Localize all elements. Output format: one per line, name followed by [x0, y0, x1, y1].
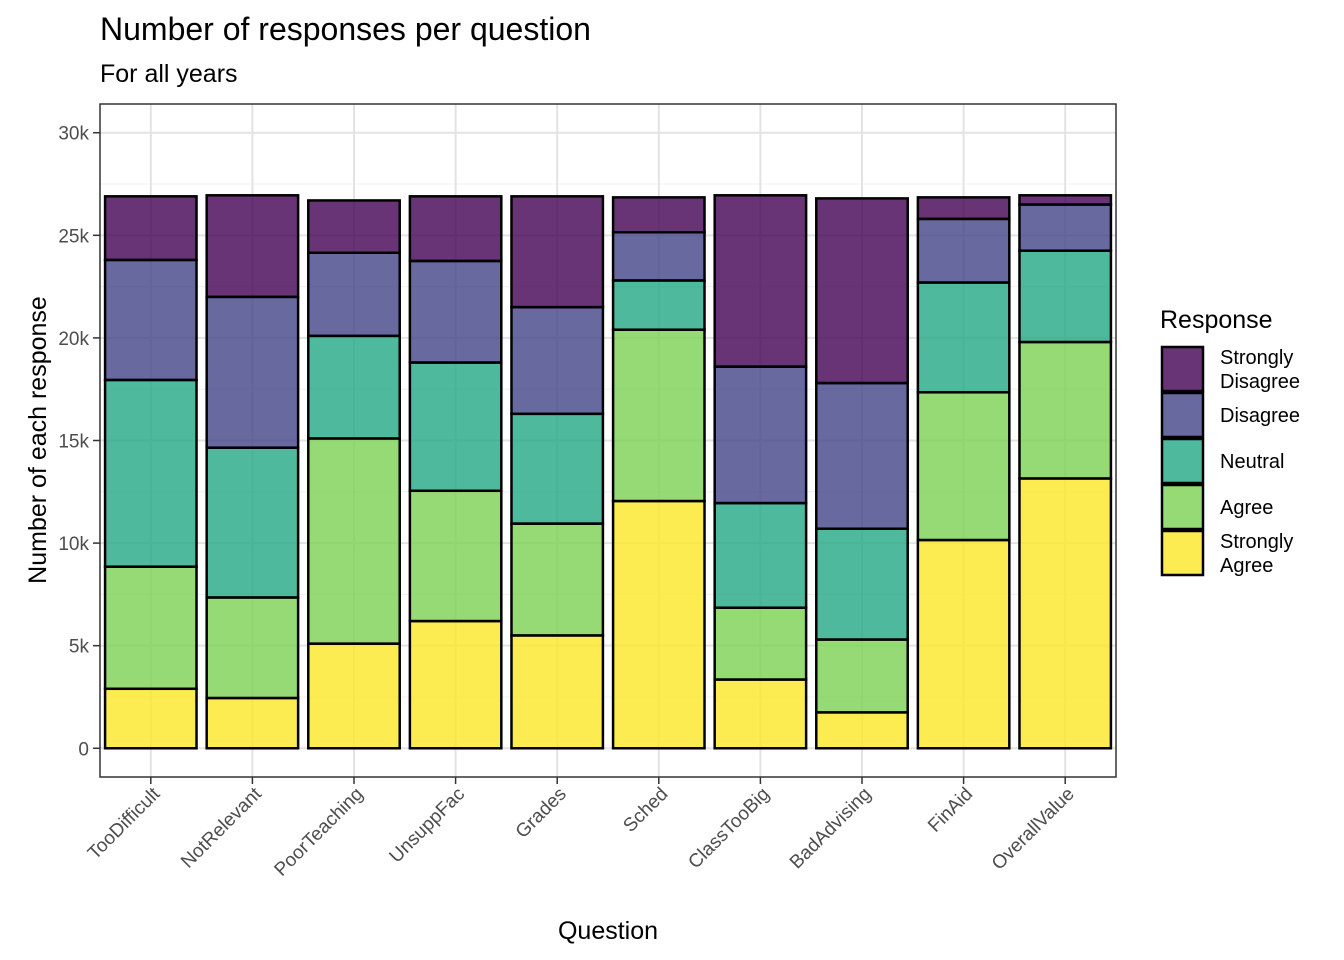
bar-segment-neutral: [205, 446, 300, 599]
y-tick-label: 25k: [58, 226, 89, 247]
legend-key-agree: [1160, 483, 1205, 531]
x-tick-label: BadAdvising: [786, 784, 876, 874]
bar-segment-disagree: [510, 305, 605, 416]
bar-segment-strongly-disagree: [510, 195, 605, 309]
bar-segment-agree: [408, 489, 503, 623]
x-tick-label: NotRelevant: [177, 783, 266, 872]
x-axis-title: Question: [558, 917, 658, 945]
legend-key-strongly-agree: [1160, 529, 1205, 577]
bar-segment-strongly-agree: [611, 499, 706, 750]
bar-segment-agree: [205, 596, 300, 700]
bar-segment-neutral: [611, 279, 706, 331]
bar-segment-agree: [815, 638, 909, 714]
legend-key-disagree: [1160, 391, 1205, 439]
chart-title: Number of responses per question: [100, 11, 591, 47]
bar-segment-agree: [510, 522, 605, 637]
bar-segment-strongly-agree: [408, 619, 503, 750]
bar-segment-strongly-disagree: [307, 199, 401, 255]
x-tick-label: PoorTeaching: [271, 784, 368, 881]
bar-segment-strongly-disagree: [815, 197, 909, 385]
bar-segment-neutral: [408, 361, 503, 493]
bar-segment-disagree: [408, 259, 503, 364]
bar-segment-neutral: [103, 378, 198, 568]
x-tick-label: Grades: [512, 784, 571, 843]
bar-segment-strongly-disagree: [205, 194, 300, 299]
legend-label-agree: Agree: [1220, 497, 1273, 519]
bar-segment-strongly-disagree: [916, 196, 1011, 221]
bar-segment-neutral: [1018, 249, 1113, 344]
bar-segment-disagree: [815, 381, 909, 530]
legend-label-strongly-disagree: Disagree: [1220, 371, 1300, 393]
bar-segment-disagree: [103, 258, 198, 382]
legend-label-neutral: Neutral: [1220, 451, 1284, 473]
bar-segment-agree: [713, 606, 808, 681]
y-axis-title: Number of each response: [24, 296, 52, 584]
legend: Response StronglyDisagreeDisagreeNeutral…: [1160, 306, 1300, 577]
y-tick-label: 5k: [69, 637, 90, 658]
y-tick-label: 0: [78, 739, 89, 760]
legend-label-strongly-agree: Agree: [1220, 555, 1273, 577]
bar-segment-disagree: [713, 365, 808, 505]
bar-segment-disagree: [611, 230, 706, 282]
bar-segment-strongly-agree: [103, 687, 198, 750]
legend-label-strongly-agree: Strongly: [1220, 531, 1293, 553]
bar-segment-disagree: [205, 295, 300, 449]
bar-segment-neutral: [815, 527, 909, 641]
y-tick-label: 30k: [58, 124, 89, 145]
bar-segment-neutral: [713, 501, 808, 609]
bar-segment-strongly-disagree: [103, 195, 198, 262]
legend-label-strongly-disagree: Strongly: [1220, 347, 1293, 369]
y-tick-label: 10k: [58, 534, 89, 555]
x-tick-label: TooDifficult: [84, 783, 165, 864]
bar-segment-strongly-disagree: [408, 195, 503, 263]
bar-segment-agree: [1018, 340, 1113, 480]
bar-segment-strongly-agree: [307, 642, 401, 750]
x-tick-label: FinAid: [924, 784, 977, 837]
bar-segment-disagree: [307, 251, 401, 338]
bar-segment-strongly-agree: [510, 634, 605, 750]
bar-segment-disagree: [916, 217, 1011, 284]
bar-segment-agree: [307, 437, 401, 645]
bar-segment-neutral: [916, 281, 1011, 394]
bar-segment-agree: [103, 565, 198, 691]
legend-key-neutral: [1160, 437, 1205, 485]
bar-segment-strongly-disagree: [1018, 194, 1113, 206]
bar-segment-strongly-agree: [713, 678, 808, 750]
legend-key-strongly-disagree: [1160, 345, 1205, 393]
bar-segment-strongly-disagree: [713, 194, 808, 368]
x-tick-label: OverallValue: [988, 784, 1079, 875]
bar-segment-strongly-disagree: [611, 196, 706, 234]
x-tick-label: UnsuppFac: [386, 784, 470, 868]
chart-subtitle: For all years: [100, 60, 238, 88]
bar-segment-neutral: [510, 412, 605, 525]
x-tick-label: Sched: [619, 784, 672, 837]
legend-title: Response: [1160, 306, 1273, 334]
bar-segment-strongly-agree: [205, 696, 300, 750]
bar-segment-disagree: [1018, 203, 1113, 252]
bar-segment-agree: [916, 391, 1011, 542]
plot-area: 0 5k 10k 15k 20k 25k 30k TooDifficult NotRelevan…: [58, 103, 1117, 881]
x-tick-label: ClassTooBig: [684, 784, 774, 874]
bar-segment-agree: [611, 328, 706, 503]
legend-label-disagree: Disagree: [1220, 405, 1300, 427]
bar-segment-strongly-agree: [1018, 477, 1113, 750]
y-tick-label: 15k: [58, 432, 89, 453]
bar-segment-neutral: [307, 334, 401, 440]
y-tick-label: 20k: [58, 329, 89, 350]
bar-segment-strongly-agree: [815, 711, 909, 750]
bar-segment-strongly-agree: [916, 538, 1011, 750]
